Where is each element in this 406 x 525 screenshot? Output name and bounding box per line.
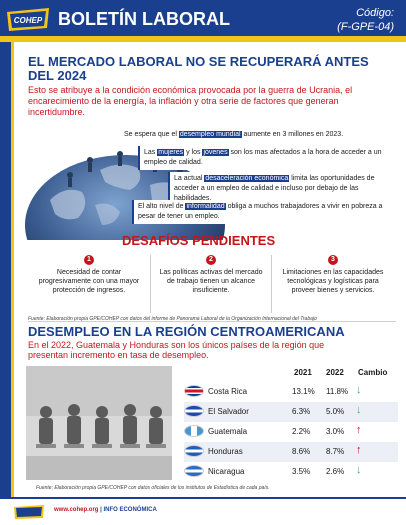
guatemala-flag (184, 425, 204, 437)
number-badge: 1 (84, 255, 94, 265)
svg-text:COHEP: COHEP (14, 16, 43, 25)
honduras-flag (184, 445, 204, 457)
cohep-footer-logo (14, 505, 44, 519)
website-link[interactable]: www.cohep.org (54, 507, 99, 513)
challenge-text: Necesidad de contar progresivamente con … (38, 269, 140, 294)
header: COHEP BOLETÍN LABORAL Código: (F-GPE-04) (0, 0, 406, 42)
left-band (0, 42, 14, 497)
el-salvador-flag (184, 405, 204, 417)
col-2021: 2021 (294, 368, 312, 377)
section2-title: DESEMPLEO EN LA REGIÓN CENTROAMERICANA (28, 324, 345, 339)
challenge-text: Limitaciones en las capacidades tecnológ… (282, 269, 384, 294)
fact-global-unemployment: Se espera que el desempleo mundial aumen… (120, 128, 390, 142)
down-arrow-icon: ↓ (356, 404, 362, 416)
cohep-logo: COHEP (7, 8, 49, 31)
down-arrow-icon: ↓ (356, 384, 362, 396)
divider (28, 321, 396, 322)
up-arrow-icon: ↑ (356, 444, 362, 456)
challenge-item: 2 Las políticas activas del mercado de t… (150, 255, 272, 313)
header-accent (0, 36, 406, 42)
number-badge: 2 (206, 255, 216, 265)
table-row: Guatemala 2.2% 3.0% ↑ (184, 422, 398, 442)
down-arrow-icon: ↓ (356, 464, 362, 476)
section1-title: EL MERCADO LABORAL NO SE RECUPERARÁ ANTE… (28, 54, 369, 83)
source-note: Fuente: Elaboración propia GPE/COHEP con… (28, 316, 317, 322)
table-row: Nicaragua 3.5% 2.6% ↓ (184, 462, 398, 482)
fact-informality: El alto nivel de informalidad obliga a m… (132, 200, 390, 224)
challenges-title: DESAFÍOS PENDIENTES (122, 233, 276, 248)
job-seekers-photo (26, 366, 172, 480)
challenge-item: 3 Limitaciones en las capacidades tecnol… (272, 255, 394, 313)
costa-rica-flag (184, 385, 204, 397)
up-arrow-icon: ↑ (356, 424, 362, 436)
challenge-text: Las políticas activas del mercado de tra… (159, 269, 263, 294)
challenges-list: 1 Necesidad de contar progresivamente co… (28, 255, 396, 313)
code-label: Código: (356, 7, 394, 19)
source-note: Fuente: Elaboración propia GPE/COHEP con… (36, 485, 270, 491)
nicaragua-flag (184, 465, 204, 477)
document-code: Código: (F-GPE-04) (337, 6, 394, 34)
code-value: (F-GPE-04) (337, 21, 394, 33)
challenge-item: 1 Necesidad de contar progresivamente co… (28, 255, 150, 313)
col-2022: 2022 (326, 368, 344, 377)
col-change: Cambio (358, 368, 388, 377)
section1-lead: Esto se atribuye a la condición económic… (28, 85, 353, 117)
table-row: Costa Rica 13.1% 11.8% ↓ (184, 382, 398, 402)
table-row: El Salvador 6.3% 5.0% ↓ (184, 402, 398, 422)
table-header: 2021 2022 Cambio (184, 366, 398, 380)
number-badge: 3 (328, 255, 338, 265)
footer-site: www.cohep.org | INFO ECONÓMICA (54, 507, 157, 513)
footer: www.cohep.org | INFO ECONÓMICA (0, 497, 406, 525)
fact-women-youth: Las mujeres y los jóvenes son los mas af… (138, 146, 390, 170)
table-row: Honduras 8.6% 8.7% ↑ (184, 442, 398, 462)
page-title: BOLETÍN LABORAL (58, 9, 230, 29)
section2-lead: En el 2022, Guatemala y Honduras son los… (28, 340, 325, 360)
